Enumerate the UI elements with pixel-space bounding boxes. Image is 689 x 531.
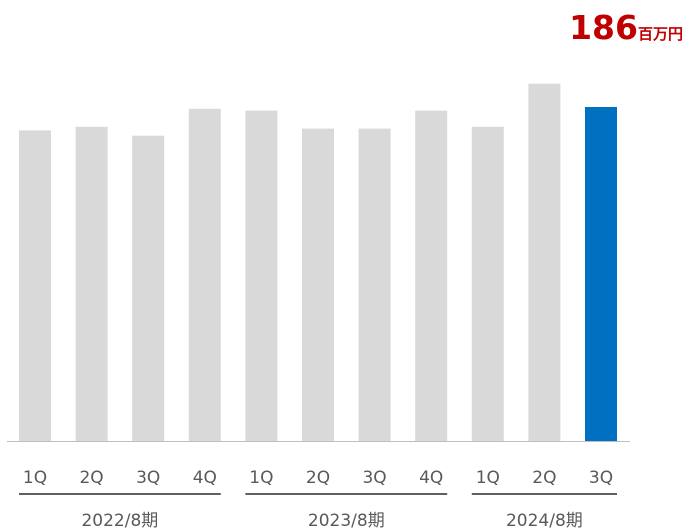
- group-label-3: 2024/8期: [506, 511, 583, 531]
- bar-9: [471, 126, 504, 442]
- callout-value: 186: [569, 8, 638, 47]
- tick-labels: 1Q 2Q 3Q 4Q 1Q 2Q 3Q 4Q 1Q 2Q 3Q: [23, 468, 613, 488]
- tick-label-11: 3Q: [589, 468, 613, 488]
- bar-4: [188, 108, 221, 442]
- tick-label-1: 1Q: [23, 468, 47, 488]
- tick-label-2: 2Q: [79, 468, 103, 488]
- bar-11: [585, 107, 617, 441]
- bar-1: [19, 130, 51, 441]
- tick-label-5: 1Q: [249, 468, 273, 488]
- bar-8: [415, 110, 448, 441]
- period-groups: 2022/8期 2023/8期 2024/8期: [19, 493, 617, 531]
- tick-label-6: 2Q: [306, 468, 330, 488]
- tick-label-10: 2Q: [532, 468, 556, 488]
- highlight-callout: 186百万円: [569, 8, 683, 47]
- bar-10: [528, 83, 561, 441]
- tick-label-4: 4Q: [193, 468, 217, 488]
- bar-6: [302, 128, 334, 441]
- bar-5: [245, 110, 278, 441]
- bar-2: [75, 126, 108, 442]
- bars-group: [19, 83, 617, 442]
- tick-label-7: 3Q: [362, 468, 386, 488]
- tick-label-8: 4Q: [419, 468, 443, 488]
- group-label-1: 2022/8期: [81, 511, 158, 531]
- bar-3: [132, 135, 165, 441]
- bar-7: [358, 128, 391, 441]
- callout-unit: 百万円: [638, 25, 683, 43]
- tick-label-9: 1Q: [476, 468, 500, 488]
- tick-label-3: 3Q: [136, 468, 160, 488]
- group-label-2: 2023/8期: [308, 511, 385, 531]
